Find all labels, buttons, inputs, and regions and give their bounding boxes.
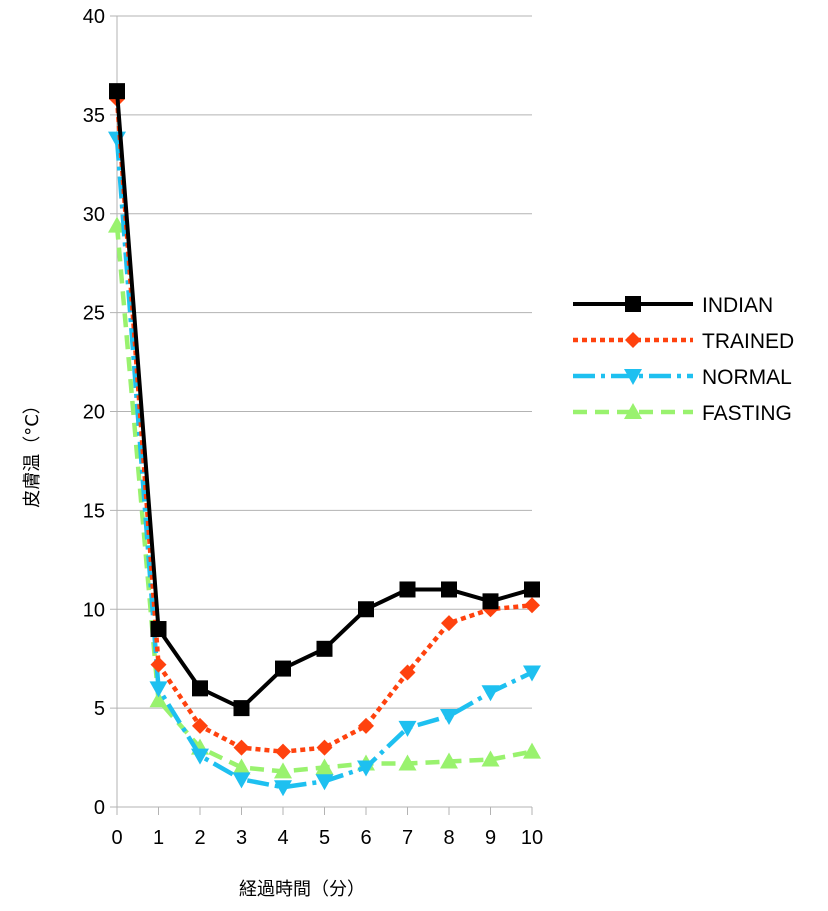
data-point — [232, 772, 251, 789]
legend-item-fasting: FASTING — [573, 402, 792, 425]
y-tick-label: 15 — [83, 500, 105, 522]
x-tick-label: 3 — [236, 827, 247, 849]
legend-label: NORMAL — [702, 366, 792, 389]
data-point — [398, 754, 417, 771]
y-tick-label: 30 — [83, 204, 105, 226]
data-point — [316, 640, 333, 657]
series-normal — [108, 131, 541, 797]
data-point — [108, 216, 126, 233]
data-point — [358, 601, 374, 618]
y-tick-label: 10 — [83, 599, 105, 621]
data-point — [192, 717, 208, 734]
data-point — [274, 762, 292, 779]
x-tick-label: 0 — [111, 827, 122, 849]
y-tick-label: 5 — [94, 698, 105, 720]
legend: INDIAN TRAINED NORMAL FASTING — [573, 294, 794, 425]
legend-marker — [624, 369, 642, 385]
series-fasting — [108, 216, 541, 779]
data-point — [150, 656, 167, 673]
y-tick-label: 0 — [94, 797, 105, 819]
series-group — [108, 83, 541, 797]
x-tick-label: 8 — [443, 827, 454, 849]
legend-label: INDIAN — [702, 294, 773, 317]
x-tick-label: 4 — [277, 827, 288, 849]
legend-marker — [625, 296, 641, 312]
data-point — [275, 743, 291, 760]
legend-marker — [624, 403, 642, 419]
legend-item-normal: NORMAL — [573, 366, 792, 389]
y-axis-title: 皮膚温（°C） — [22, 396, 43, 508]
data-point — [233, 700, 250, 717]
data-point — [232, 758, 251, 775]
data-point — [275, 660, 291, 677]
x-tick-label: 5 — [319, 827, 330, 849]
y-tick-label: 25 — [83, 303, 105, 325]
data-point — [398, 720, 417, 737]
legend-label: TRAINED — [702, 330, 794, 353]
data-point — [149, 691, 168, 708]
x-tick-label: 7 — [402, 827, 413, 849]
data-point — [524, 581, 540, 598]
legend-item-trained: TRAINED — [573, 330, 794, 353]
data-point — [440, 752, 458, 769]
data-point — [316, 739, 333, 756]
data-point — [399, 664, 416, 681]
data-point — [109, 83, 125, 100]
x-tick-label: 9 — [485, 827, 496, 849]
data-point — [108, 131, 126, 148]
y-tick-label: 20 — [83, 402, 105, 424]
legend-label: FASTING — [702, 402, 792, 425]
data-point — [191, 748, 209, 765]
data-point — [233, 739, 250, 756]
data-point — [523, 742, 541, 759]
series-line — [114, 225, 533, 774]
data-point — [274, 780, 292, 797]
data-point — [441, 581, 457, 598]
y-tick-labels: 0 5 10 15 20 25 30 35 40 — [83, 6, 105, 819]
gridlines — [117, 15, 532, 709]
x-tick-label: 1 — [153, 827, 164, 849]
data-point — [481, 750, 500, 767]
data-point — [482, 593, 499, 610]
data-point — [481, 685, 500, 702]
data-point — [315, 774, 334, 791]
data-point — [358, 717, 374, 734]
data-point — [441, 615, 457, 632]
series-line — [114, 98, 533, 754]
series-trained — [109, 91, 540, 760]
data-point — [149, 681, 168, 698]
x-tick-label: 2 — [194, 827, 205, 849]
x-axis-title: 経過時間（分） — [239, 879, 365, 900]
x-tick-label: 10 — [521, 827, 543, 849]
y-tick-label: 35 — [83, 105, 105, 127]
axes — [110, 15, 533, 815]
series-indian — [109, 83, 540, 717]
data-point — [440, 709, 458, 726]
data-point — [524, 597, 540, 614]
data-point — [150, 621, 167, 638]
data-point — [192, 680, 208, 697]
x-tick-labels: 0 1 2 3 4 5 6 7 8 9 10 — [111, 827, 543, 849]
x-tick-label: 6 — [360, 827, 371, 849]
legend-marker — [625, 332, 641, 348]
data-point — [357, 760, 375, 777]
legend-item-indian: INDIAN — [573, 294, 773, 317]
y-tick-label: 40 — [83, 6, 105, 28]
series-line — [114, 138, 533, 790]
data-point — [523, 665, 541, 682]
data-point — [315, 758, 334, 775]
data-point — [399, 581, 416, 598]
